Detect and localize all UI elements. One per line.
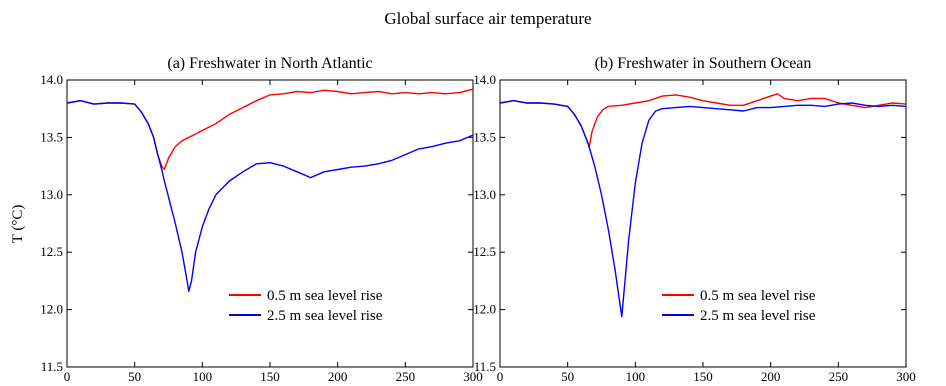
panel-b: (b) Freshwater in Southern Ocean 0 50 100 15… (473, 55, 916, 384)
series-line-red (499, 93, 907, 148)
x-tick-label: 100 (193, 369, 213, 384)
y-tick-label: 14.0 (473, 72, 496, 87)
figure-title: Global surface air temperature (384, 9, 591, 28)
y-tick-label: 14.0 (40, 72, 63, 87)
x-tick-label: 200 (328, 369, 348, 384)
y-tick-label: 13.0 (473, 187, 496, 202)
legend-label: 2.5 m sea level rise (700, 308, 816, 324)
y-tick-label: 12.0 (40, 302, 63, 317)
y-tick-label: 12.0 (473, 302, 496, 317)
x-tick-label: 100 (626, 369, 646, 384)
y-tick-label: 13.5 (473, 129, 496, 144)
panel-title: (a) Freshwater in North Atlantic (167, 55, 372, 72)
x-tick-label: 200 (761, 369, 781, 384)
x-tick-label: 150 (260, 369, 280, 384)
x-tick-label: 300 (896, 369, 916, 384)
x-tick-label: 150 (693, 369, 713, 384)
y-tick-label: 13.0 (40, 187, 63, 202)
panel-a: (a) Freshwater in North Atlantic 0 50 100 15… (40, 55, 483, 384)
x-tick-label: 50 (128, 369, 141, 384)
y-tick-label: 12.5 (473, 244, 496, 259)
series-line-blue (66, 100, 474, 292)
y-tick-label: 13.5 (40, 129, 63, 144)
x-tick-label: 0 (64, 369, 71, 384)
y-tick-label: 11.5 (474, 359, 496, 374)
panel-title: (b) Freshwater in Southern Ocean (595, 55, 812, 72)
x-tick-label: 50 (561, 369, 574, 384)
legend-label: 0.5 m sea level rise (267, 288, 383, 304)
legend-label: 0.5 m sea level rise (700, 288, 816, 304)
x-tick-label: 250 (829, 369, 849, 384)
y-axis-label: T (°C) (10, 205, 26, 244)
x-tick-label: 300 (463, 369, 483, 384)
x-tick-label: 250 (396, 369, 416, 384)
y-tick-label: 12.5 (40, 244, 63, 259)
series-line-red (66, 88, 474, 171)
legend-label: 2.5 m sea level rise (267, 308, 383, 324)
y-tick-label: 11.5 (41, 359, 63, 374)
series-line-blue (499, 100, 907, 318)
x-tick-label: 0 (497, 369, 504, 384)
